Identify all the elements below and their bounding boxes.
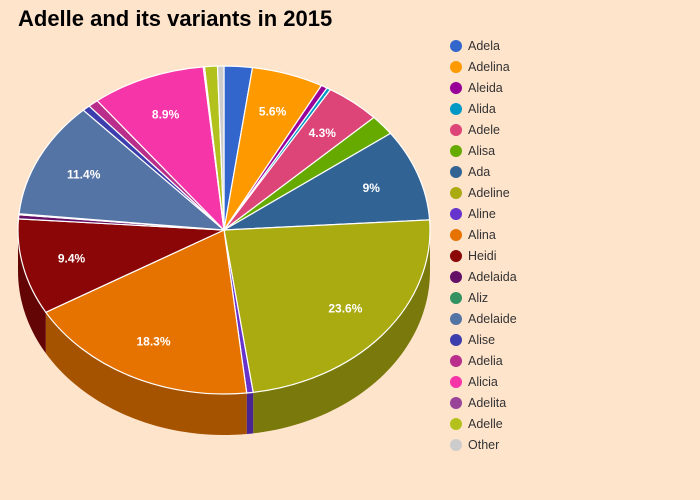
legend-swatch (450, 123, 462, 136)
legend-label: Adelaide (468, 311, 517, 326)
pie-labels: 5.6% 4.3% 9% 23.6% 18.3% 9.4% 11.4% 8.9% (58, 105, 380, 349)
legend-item-adelia[interactable]: Adelia (450, 350, 517, 371)
legend-label: Alida (468, 101, 496, 116)
legend-label: Alise (468, 332, 496, 347)
legend-label: Alicia (468, 374, 498, 389)
slice-label-adelaide: 11.4% (67, 168, 101, 182)
legend-label: Adele (468, 122, 500, 137)
legend-label: Alisa (468, 143, 496, 158)
legend-label: Adeline (468, 185, 510, 200)
pie-side-adeline (253, 230, 430, 434)
legend-item-alise[interactable]: Alise (450, 329, 517, 350)
slice-label-adelina: 5.6% (259, 105, 287, 119)
legend-swatch (450, 186, 462, 199)
legend-swatch (450, 102, 462, 115)
pie-side-alina (45, 312, 247, 435)
legend-swatch (450, 291, 462, 304)
legend-item-other[interactable]: Other (450, 434, 517, 455)
chart-legend: Adela Adelina Aleida Alida Adele Alisa Ada Adel… (450, 35, 517, 455)
legend-label: Adelia (468, 353, 503, 368)
legend-item-alina[interactable]: Alina (450, 224, 517, 245)
pie-slice-other[interactable] (216, 65, 225, 231)
chart-title: Adelle and its variants in 2015 (18, 6, 333, 31)
legend-item-adelita[interactable]: Adelita (450, 392, 517, 413)
pie-top (17, 65, 431, 395)
legend-label: Adelita (468, 395, 507, 410)
pie-slice-adeline[interactable] (223, 219, 431, 394)
legend-item-alisa[interactable]: Alisa (450, 140, 517, 161)
legend-swatch (450, 312, 462, 325)
legend-label: Aleida (468, 80, 503, 95)
legend-swatch (450, 438, 462, 451)
legend-label: Aliz (468, 290, 489, 305)
legend-label: Adelina (468, 59, 510, 74)
legend-item-heidi[interactable]: Heidi (450, 245, 517, 266)
legend-label: Ada (468, 164, 491, 179)
legend-item-adele[interactable]: Adele (450, 119, 517, 140)
legend-item-adelaide[interactable]: Adelaide (450, 308, 517, 329)
slice-label-heidi: 9.4% (58, 251, 86, 265)
legend-swatch (450, 207, 462, 220)
legend-swatch (450, 228, 462, 241)
legend-label: Alina (468, 227, 496, 242)
legend-swatch (450, 81, 462, 94)
legend-label: Adelaida (468, 269, 517, 284)
legend-swatch (450, 249, 462, 262)
legend-label: Adela (468, 38, 500, 53)
slice-label-adeline: 23.6% (328, 302, 362, 316)
legend-swatch (450, 39, 462, 52)
legend-item-adelle[interactable]: Adelle (450, 413, 517, 434)
legend-label: Adelle (468, 416, 503, 431)
legend-label: Other (468, 437, 500, 452)
legend-item-aliz[interactable]: Aliz (450, 287, 517, 308)
legend-swatch (450, 375, 462, 388)
legend-item-alicia[interactable]: Alicia (450, 371, 517, 392)
legend-item-alida[interactable]: Alida (450, 98, 517, 119)
legend-swatch (450, 396, 462, 409)
legend-item-aline[interactable]: Aline (450, 203, 517, 224)
pie-slice-alicia[interactable] (96, 66, 225, 232)
legend-swatch (450, 417, 462, 430)
slice-label-alina: 18.3% (136, 334, 170, 348)
legend-swatch (450, 270, 462, 283)
legend-swatch (450, 333, 462, 346)
legend-item-adelaida[interactable]: Adelaida (450, 266, 517, 287)
slice-label-ada: 9% (363, 181, 381, 195)
pie-slice-ada[interactable] (223, 132, 431, 231)
legend-item-aleida[interactable]: Aleida (450, 77, 517, 98)
slice-label-adele: 4.3% (309, 126, 337, 140)
pie-slice-adelaide[interactable] (18, 109, 226, 231)
legend-item-adela[interactable]: Adela (450, 35, 517, 56)
slice-label-alicia: 8.9% (152, 107, 180, 121)
pie-slice-heidi[interactable] (17, 218, 225, 314)
legend-swatch (450, 144, 462, 157)
pie-side-heidi (18, 230, 46, 354)
legend-swatch (450, 354, 462, 367)
pie-side-walls (18, 230, 430, 435)
pie-side-aline (246, 392, 254, 434)
legend-swatch (450, 165, 462, 178)
legend-swatch (450, 60, 462, 73)
legend-item-ada[interactable]: Ada (450, 161, 517, 182)
legend-item-adeline[interactable]: Adeline (450, 182, 517, 203)
legend-item-adelina[interactable]: Adelina (450, 56, 517, 77)
legend-label: Aline (468, 206, 496, 221)
pie-slice-alina[interactable] (44, 229, 248, 395)
legend-label: Heidi (468, 248, 497, 263)
